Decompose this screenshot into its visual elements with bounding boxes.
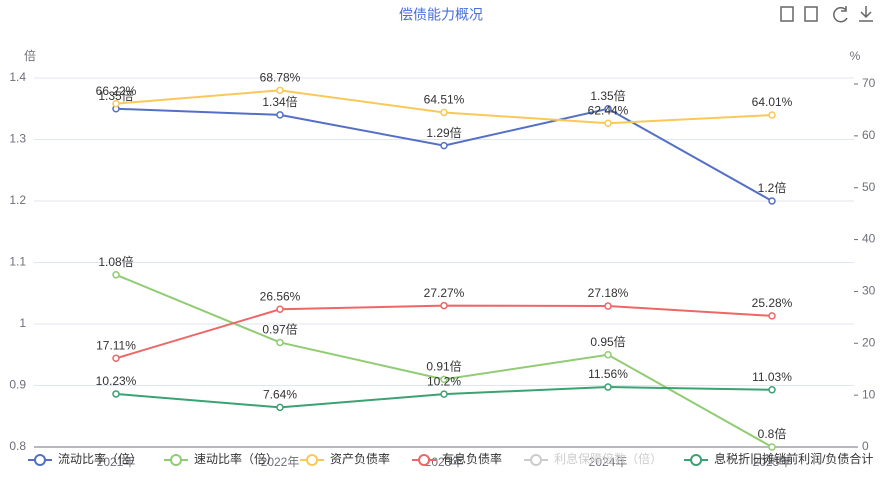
data-point [112,390,120,398]
legend-marker [34,454,46,466]
x-tick-label: 2025年 [753,455,792,469]
data-point [768,197,776,205]
data-point [276,305,284,314]
data-label: 0.97倍 [262,322,297,337]
data-point [604,383,612,391]
data-point [112,354,120,363]
data-point [604,105,612,113]
data-label: 1.35倍 [590,88,625,103]
legend-label[interactable]: 资产负债率 [330,451,390,466]
y-tick-label: 0.8 [9,439,26,453]
data-label: 27.27% [424,286,465,300]
data-point [440,301,448,310]
legend-label[interactable]: 息税折旧摊销前利润/负债合计 [714,451,873,466]
legend-label[interactable]: 速动比率（倍） [194,451,278,466]
legend-marker [530,454,543,466]
y-tick-label: 1.3 [9,132,26,146]
legend-label[interactable]: 有息负债率 [442,451,502,466]
data-label: 11.56% [588,367,628,381]
data-label: 64.01% [752,95,793,109]
data-label: 1.35倍 [98,88,133,103]
data-point [276,403,284,412]
data-point [768,312,776,320]
data-point [276,338,284,347]
data-point [768,386,776,394]
data-label: 62.44% [588,103,629,117]
legend-label[interactable]: 流动比率（倍） [58,451,142,466]
y-tick-label: 1.4 [9,70,26,84]
data-label: 1.2倍 [758,180,787,195]
x-tick-label: 2023年 [425,455,464,469]
x-tick-label: 2022年 [261,455,300,469]
data-point [276,86,284,95]
data-point [440,375,448,384]
download-icon[interactable] [859,6,873,22]
legend-marker [418,454,431,466]
legend-marker [306,454,319,466]
y2-tick-label: 50 [862,180,876,194]
series-line [115,304,773,360]
data-point [440,108,448,117]
y-tick-label: 1.2 [9,193,26,207]
y2-axis-label: % [850,49,861,63]
data-label: 0.8倍 [758,426,787,441]
y2-tick-label: 10 [862,387,876,401]
data-point [604,302,612,310]
legend-marker [690,454,703,466]
y2-tick-label: 60 [862,128,876,142]
x-tick-label: 2021年 [97,455,136,469]
data-label: 1.08倍 [98,254,133,269]
data-label: 64.51% [424,93,465,107]
data-label: 26.56% [260,289,301,303]
data-point [768,111,776,119]
y2-tick-label: 30 [862,284,876,298]
data-view-icon[interactable] [780,6,794,22]
y2-tick-label: 70 [862,76,876,90]
y2-tick-label: 40 [862,232,876,246]
data-point [112,99,120,108]
data-label: 25.28% [752,296,793,310]
data-point [604,119,612,127]
data-point [276,111,284,119]
data-point [112,271,120,279]
data-label: 68.78% [260,70,301,84]
data-label: 10.2% [427,374,461,388]
data-point [604,351,612,359]
legend-label[interactable]: 利息保障倍数（倍） [554,451,662,466]
data-label: 11.03% [752,370,792,384]
data-label: 0.91倍 [426,359,461,374]
y2-tick-label: 20 [862,335,876,349]
y-tick-label: 1.1 [9,255,26,269]
data-label: 27.18% [588,286,629,300]
data-label: 0.95倍 [590,334,625,349]
y2-tick-label: 0 [862,439,869,453]
data-label: 10.23% [96,374,137,388]
data-point [768,443,776,451]
data-label: 7.64% [263,388,297,402]
legend-marker [170,454,183,466]
data-point [440,141,448,150]
data-label: 1.29倍 [426,125,461,140]
series-line [115,107,773,202]
refresh-icon[interactable] [833,6,848,23]
data-label: 1.34倍 [262,94,297,109]
restore-icon[interactable] [804,6,818,22]
y-axis-label: 倍 [24,48,36,63]
x-tick-label: 2024年 [589,455,628,469]
toolbar [780,6,873,23]
chart-title: 偿债能力概况 [399,7,483,23]
data-point [440,390,448,398]
y-tick-label: 0.9 [9,378,26,392]
data-label: 17.11% [96,338,136,352]
y-tick-label: 1 [19,316,26,330]
data-label: 66.22% [96,84,137,98]
